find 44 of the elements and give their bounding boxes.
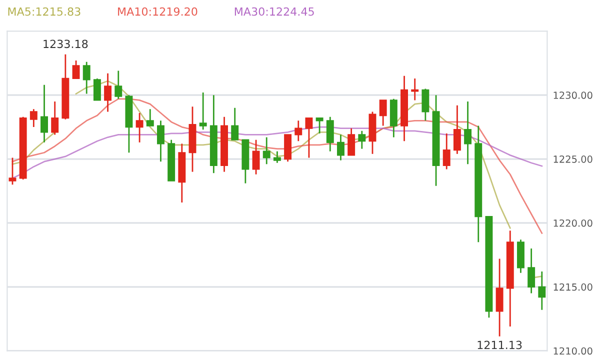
- candlestick: [40, 84, 48, 144]
- candlestick: [252, 139, 260, 176]
- candlestick: [411, 78, 419, 101]
- candlestick: [528, 248, 536, 294]
- candlestick: [538, 270, 546, 311]
- annotation: 1211.13: [478, 340, 522, 350]
- candlestick: [30, 108, 38, 128]
- candlestick: [316, 117, 324, 134]
- candlestick: [337, 134, 344, 161]
- candlestick: [496, 258, 504, 338]
- candlestick: [8, 157, 16, 186]
- candlestick: [273, 150, 281, 164]
- candlestick: [51, 100, 59, 136]
- candlestick: [464, 100, 472, 165]
- y-tick-label: 1225.00: [554, 156, 592, 163]
- candlestick: [146, 108, 154, 126]
- text: MA30:1224.45: [234, 7, 314, 16]
- y-tick-label: 1215.00: [554, 283, 592, 291]
- candlestick: [104, 72, 112, 112]
- candlestick: [294, 120, 302, 142]
- candlestick: [72, 60, 80, 80]
- annotation: 1233.18: [44, 40, 88, 48]
- y-tick-label: 1210.00: [554, 347, 592, 355]
- candlestick: [442, 132, 450, 170]
- candlestick: [231, 107, 239, 141]
- candlestick: [379, 100, 387, 126]
- candlestick: [262, 136, 270, 165]
- candlestick: [114, 70, 122, 100]
- candlestick: [157, 120, 164, 162]
- y-tick-label: 1230.00: [554, 92, 592, 99]
- candlestick: [326, 116, 334, 152]
- candlestick: [358, 130, 366, 150]
- text: MA5:1215.83: [8, 7, 80, 16]
- line-series: [12, 98, 543, 234]
- candlestick: [422, 88, 430, 122]
- candlestick: [136, 112, 144, 144]
- candlestick: [93, 78, 101, 101]
- text: MA10:1219.20: [118, 7, 198, 16]
- candlestick: [82, 61, 90, 94]
- candlestick: [348, 128, 356, 156]
- candlestick: [199, 92, 207, 130]
- candlestick: [305, 117, 313, 158]
- candlestick: [453, 104, 461, 155]
- y-tick-label: 1220.00: [554, 219, 592, 227]
